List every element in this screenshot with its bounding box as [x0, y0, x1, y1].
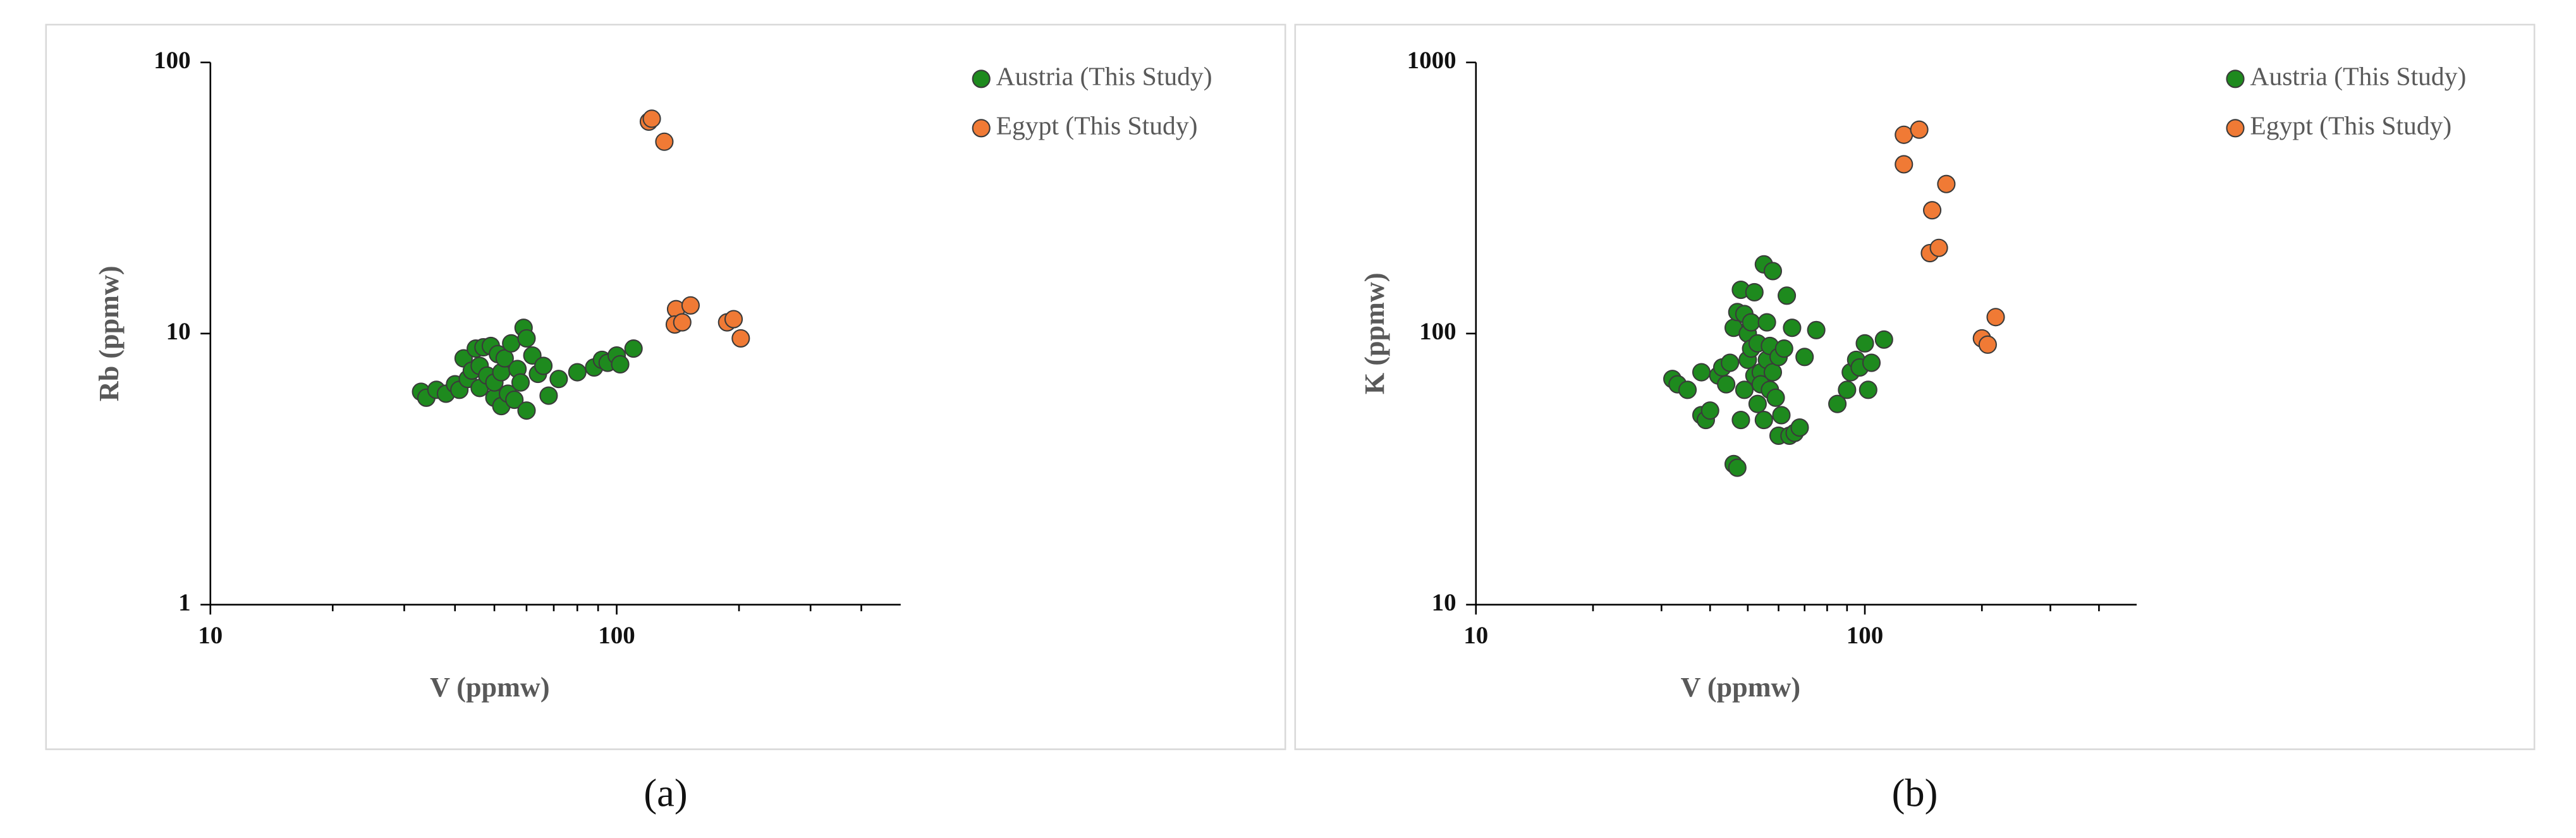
data-point	[642, 109, 661, 128]
x-axis-title: V (ppmw)	[430, 672, 549, 703]
legend-label: Austria (This Study)	[996, 61, 1212, 91]
data-point	[655, 132, 674, 151]
data-point	[1731, 410, 1750, 430]
x-tick-label: 10	[198, 622, 223, 649]
data-point	[549, 370, 568, 389]
data-point	[673, 313, 692, 332]
data-point	[1807, 320, 1826, 339]
data-point	[1910, 120, 1929, 139]
data-point	[1986, 308, 2005, 327]
y-tick-label: 1000	[1407, 47, 1456, 74]
data-point	[1922, 201, 1942, 220]
y-axis-title: Rb (ppmw)	[94, 265, 125, 401]
data-point	[1772, 406, 1791, 425]
data-point	[517, 329, 536, 348]
legend-marker	[972, 70, 991, 88]
legend-label: Egypt (This Study)	[2250, 111, 2451, 140]
data-point	[724, 310, 743, 329]
data-point	[1838, 380, 1857, 399]
data-point	[1742, 313, 1761, 332]
panel-frame	[1294, 23, 2536, 750]
data-point	[1721, 353, 1740, 372]
data-point	[568, 363, 587, 382]
data-point	[539, 386, 558, 405]
data-point	[1778, 286, 1797, 305]
data-point	[1774, 339, 1793, 358]
data-point	[1678, 380, 1697, 399]
data-point	[534, 356, 553, 375]
x-axis-title: V (ppmw)	[1681, 672, 1800, 703]
y-tick-label: 100	[154, 47, 191, 74]
y-tick-label: 1	[178, 589, 191, 616]
data-point	[1795, 348, 1814, 367]
data-point	[1937, 174, 1956, 193]
legend-marker	[2226, 70, 2245, 88]
panel-label: (b)	[1892, 771, 1938, 815]
data-point	[517, 401, 536, 420]
data-point	[1895, 155, 1914, 174]
x-tick-label: 100	[598, 622, 635, 649]
data-point	[1895, 125, 1914, 144]
data-point	[1763, 262, 1783, 281]
data-point	[1754, 410, 1773, 430]
data-point	[502, 334, 521, 353]
data-point	[1828, 394, 1847, 413]
data-point	[1757, 313, 1776, 332]
data-point	[1763, 363, 1783, 382]
data-point	[1700, 401, 1719, 420]
data-point	[611, 355, 630, 374]
y-tick-label: 10	[166, 318, 191, 345]
data-point	[1855, 334, 1874, 353]
data-point	[1735, 380, 1754, 399]
panel-label: (a)	[644, 771, 687, 815]
data-point	[1745, 282, 1764, 302]
legend-label: Egypt (This Study)	[996, 111, 1198, 140]
data-point	[1728, 458, 1747, 477]
data-point	[1859, 380, 1877, 399]
data-point	[1790, 418, 1809, 437]
data-point	[1978, 335, 1997, 354]
legend-marker	[2226, 119, 2245, 138]
data-point	[1766, 388, 1785, 407]
y-axis-title: K (ppmw)	[1359, 272, 1390, 394]
data-point	[1692, 363, 1711, 382]
data-point	[1874, 330, 1893, 349]
x-tick-label: 100	[1847, 622, 1884, 649]
data-point	[1717, 375, 1736, 394]
data-point	[505, 390, 524, 410]
legend-marker	[972, 119, 991, 138]
data-point	[511, 373, 530, 392]
data-point	[1862, 353, 1881, 372]
data-point	[681, 296, 700, 315]
x-tick-label: 10	[1463, 622, 1488, 649]
legend-label: Austria (This Study)	[2250, 61, 2466, 91]
data-point	[1929, 238, 1948, 257]
y-tick-label: 10	[1432, 589, 1456, 616]
y-tick-label: 100	[1419, 318, 1456, 345]
data-point	[731, 329, 750, 348]
data-point	[624, 339, 643, 358]
data-point	[1748, 394, 1767, 413]
data-point	[1783, 319, 1802, 337]
